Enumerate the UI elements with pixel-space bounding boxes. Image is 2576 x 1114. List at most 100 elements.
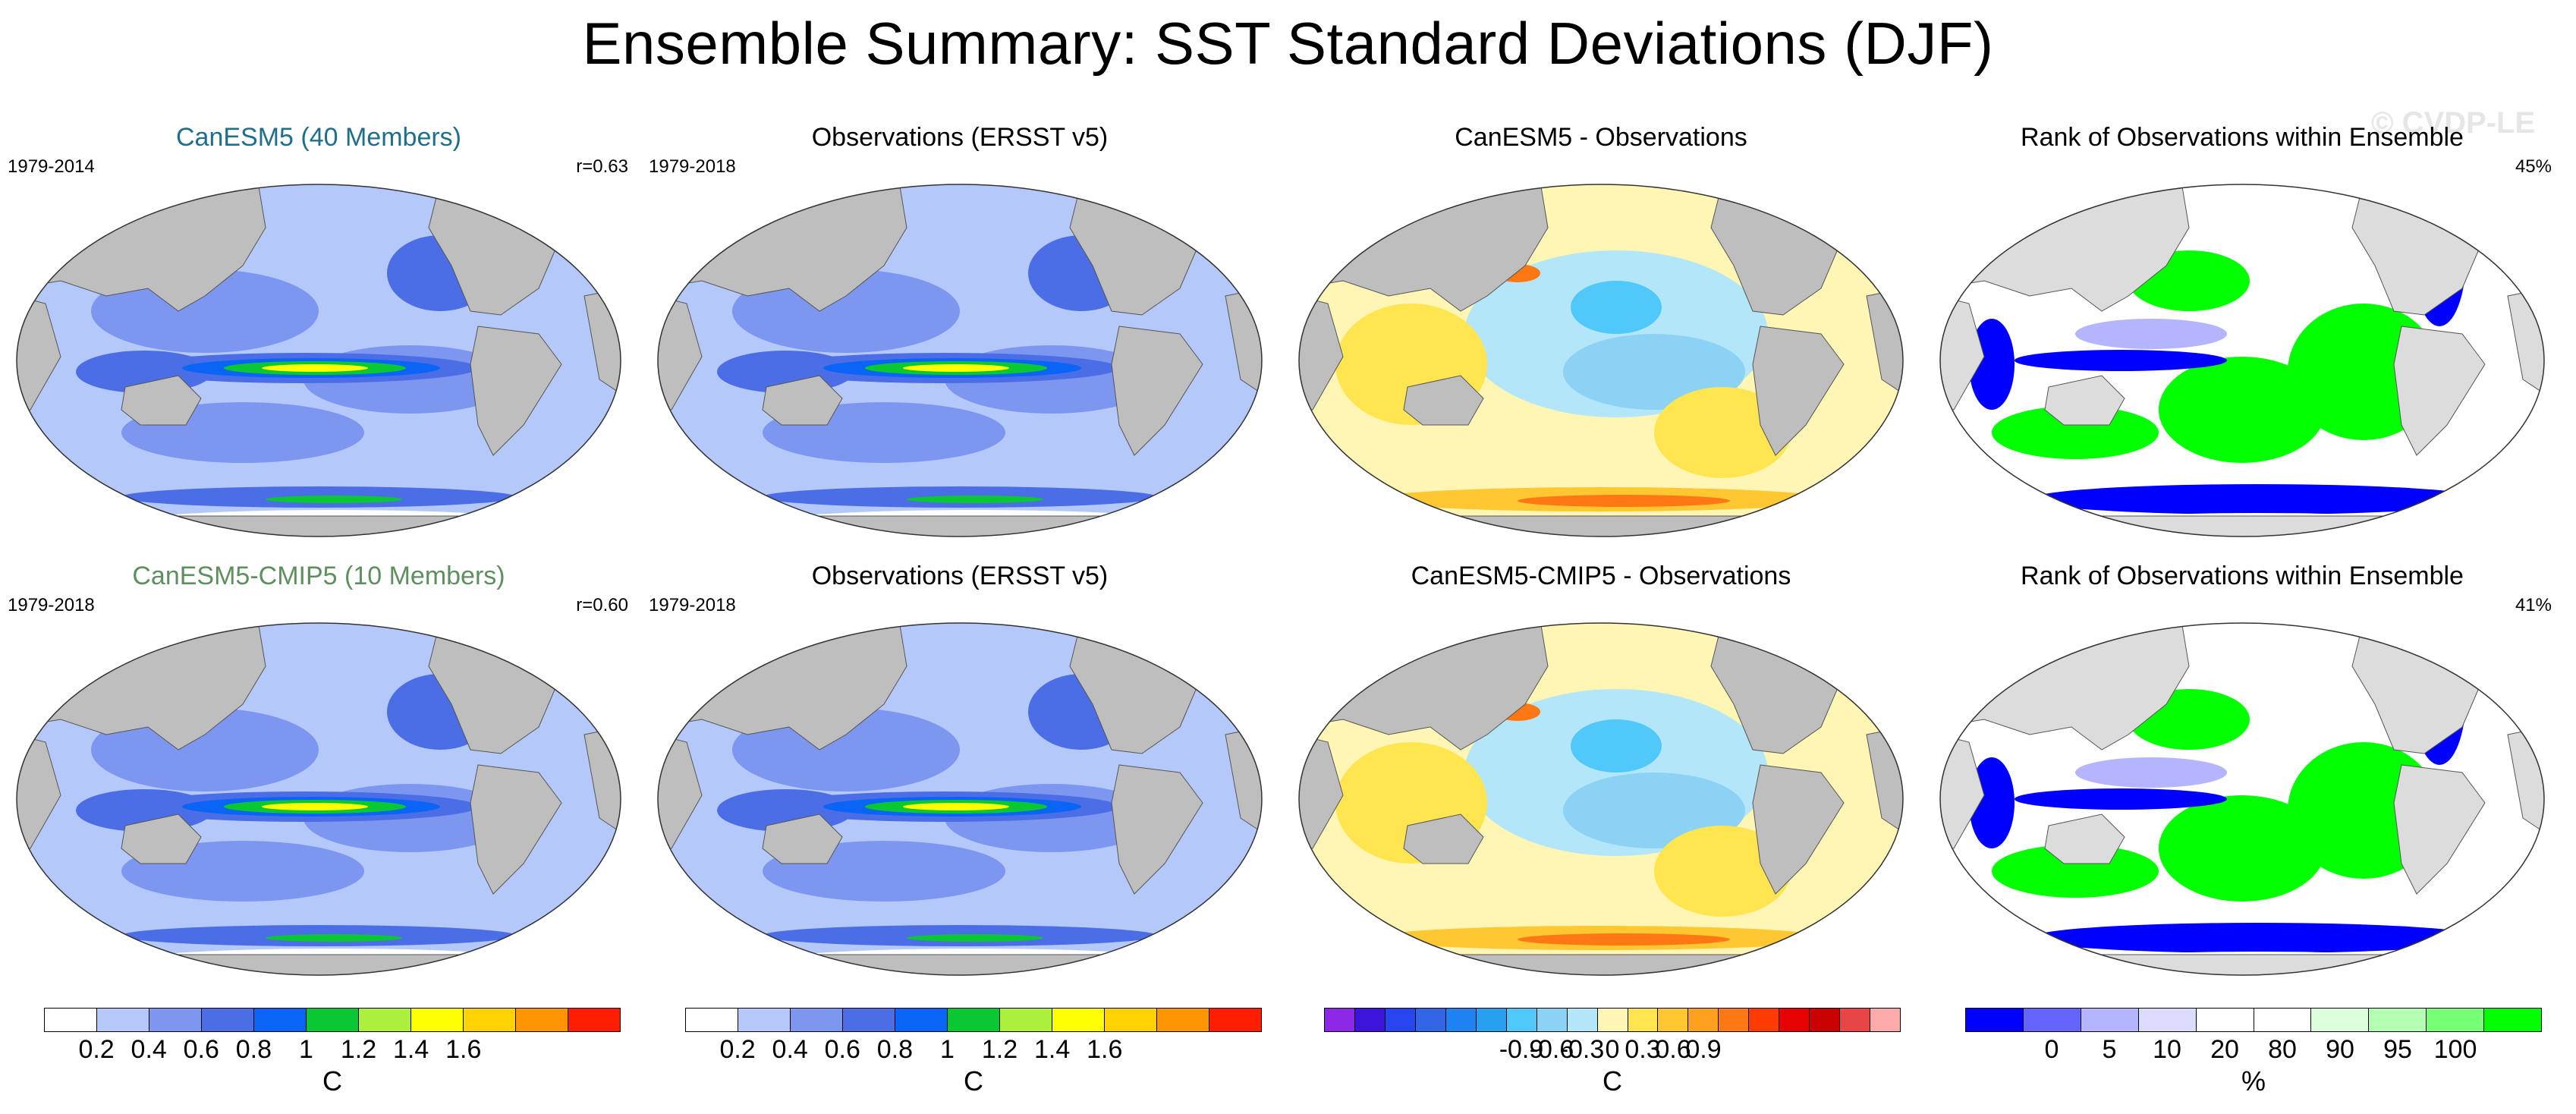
colorbar-swatch	[1810, 1009, 1841, 1031]
colorbar-swatch	[1966, 1009, 2024, 1031]
colorbar-swatch	[1719, 1009, 1750, 1031]
colorbar-tick-label: 0.8	[876, 1035, 913, 1064]
land-mass	[2393, 764, 2486, 895]
colorbar-swatch	[1415, 1009, 1446, 1031]
panel-title: CanESM5-CMIP5 (10 Members)	[132, 562, 505, 590]
land-mass	[1940, 515, 2544, 537]
colorbar-swatch	[2023, 1009, 2081, 1031]
field-contour	[903, 803, 1009, 810]
field-contour	[2159, 795, 2326, 902]
map-border	[16, 622, 621, 976]
field-contour	[907, 934, 1043, 942]
colorbar-tick-label: 0.2	[78, 1035, 115, 1064]
colorbar-tick-label: 80	[2268, 1035, 2297, 1064]
land-mass	[1940, 295, 1985, 411]
colorbar-swatch	[359, 1009, 411, 1031]
land-mass	[1752, 326, 1845, 456]
field-contour	[266, 496, 402, 503]
colorbar-swatch	[1567, 1009, 1598, 1031]
field-contour	[1969, 757, 2015, 848]
panel-period: 1979-2014	[8, 156, 95, 177]
field-contour	[732, 269, 960, 353]
colorbar-swatch	[791, 1009, 843, 1031]
colorbar-tick-label: 1	[298, 1035, 313, 1064]
panel-period: 1979-2018	[649, 156, 736, 177]
land-mass	[2393, 326, 2486, 456]
colorbar-swatch	[1506, 1009, 1537, 1031]
land-mass	[658, 734, 703, 849]
colorbar-swatch	[948, 1009, 1000, 1031]
land-mass	[762, 813, 843, 864]
main-title: Ensemble Summary: SST Standard Deviation…	[582, 10, 1994, 77]
land-mass	[658, 515, 1262, 537]
colorbar-swatch	[895, 1009, 948, 1031]
map-border	[1939, 184, 2545, 537]
land-mass	[1299, 734, 1344, 849]
colorbar-swatch	[97, 1009, 149, 1031]
field-contour	[1654, 387, 1791, 478]
colorbar-tick-label: 1.2	[981, 1035, 1018, 1064]
land-mass	[121, 813, 202, 864]
land-mass	[1111, 326, 1203, 456]
colorbar-swatch	[1354, 1009, 1386, 1031]
field-contour	[903, 364, 1009, 372]
field-contour	[2030, 923, 2485, 953]
panel-title: Rank of Observations within Ensemble	[2021, 123, 2464, 152]
land-mass	[2044, 375, 2125, 426]
land-mass	[17, 954, 621, 975]
colorbar-tick-label: 10	[2153, 1035, 2181, 1064]
colorbar-swatch	[1870, 1009, 1901, 1031]
colorbar-swatch	[1157, 1009, 1209, 1031]
world-map	[16, 184, 621, 537]
field-contour	[1571, 719, 1662, 773]
colorbar-tick-label: 100	[2433, 1035, 2477, 1064]
field-contour	[1571, 281, 1662, 334]
land-mass	[1752, 764, 1845, 895]
colorbar-swatch	[1105, 1009, 1157, 1031]
field-contour	[266, 934, 402, 942]
colorbar-unit: %	[2241, 1065, 2266, 1097]
colorbar-tick-label: 0	[2044, 1035, 2059, 1064]
land-mass	[2044, 813, 2125, 864]
colorbar-tick-label: 1.6	[445, 1035, 482, 1064]
panel-7: CanESM5-CMIP5 - Observations	[1290, 545, 1927, 993]
colorbar-tick-label: 1.4	[392, 1035, 429, 1064]
colorbar-swatch	[1536, 1009, 1568, 1031]
colorbar-swatch	[1000, 1009, 1052, 1031]
panel-stat: 45%	[2515, 156, 2552, 177]
colorbar-tick-label: -0.9	[1499, 1035, 1544, 1064]
panel-title: CanESM5 - Observations	[1455, 123, 1747, 152]
field-contour	[1992, 845, 2159, 898]
colorbar-swatch	[1052, 1009, 1105, 1031]
colorbar-tick-label: 0.6	[183, 1035, 219, 1064]
world-map	[1298, 184, 1904, 537]
field-contour	[2015, 788, 2227, 810]
colorbar-unit: C	[964, 1065, 983, 1097]
field-contour	[2075, 757, 2227, 788]
colorbar-swatch	[45, 1009, 97, 1031]
field-contour	[1654, 826, 1791, 917]
panel-title: CanESM5-CMIP5 - Observations	[1411, 562, 1791, 590]
colorbar-tick-label: -0.6	[1529, 1035, 1574, 1064]
colorbar-swatch	[2311, 1009, 2370, 1031]
panel-title: CanESM5 (40 Members)	[175, 123, 461, 152]
panel-title: Observations (ERSST v5)	[811, 123, 1109, 152]
colorbar-tick-label: 5	[2102, 1035, 2117, 1064]
colorbar-tick-label: 20	[2210, 1035, 2239, 1064]
land-mass	[1403, 375, 1484, 426]
world-map	[657, 622, 1263, 976]
colorbar-swatch	[307, 1009, 359, 1031]
colorbar-swatch	[1749, 1009, 1780, 1031]
colorbar-swatch	[516, 1009, 568, 1031]
land-mass	[658, 954, 1262, 975]
colorbar-swatch	[1445, 1009, 1477, 1031]
colorbar-swatches	[44, 1008, 621, 1032]
land-mass	[121, 375, 202, 426]
colorbar-tick-label: -0.3	[1559, 1035, 1605, 1064]
panel-2: Observations (ERSST v5) 1979-2018	[649, 106, 1286, 554]
field-contour	[262, 803, 368, 810]
land-mass	[17, 734, 61, 849]
colorbar-swatch	[1688, 1009, 1719, 1031]
panel-1: CanESM5 (40 Members) 1979-2014 r=0.63	[8, 106, 645, 554]
world-map	[1298, 622, 1904, 976]
